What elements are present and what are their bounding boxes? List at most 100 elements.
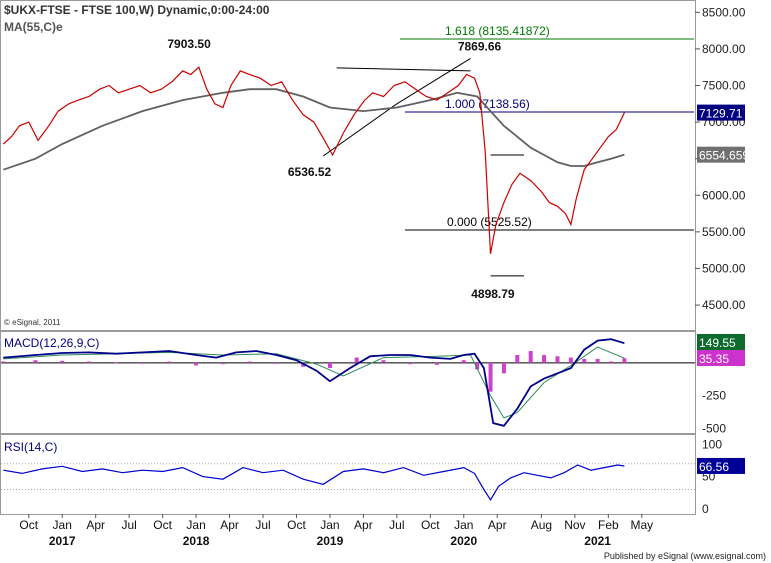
macd-histogram-bar [515,354,520,363]
x-tick-label: Aug [531,518,552,532]
macd-histogram-bar [354,357,359,363]
copyright-label: © eSignal, 2011 [4,318,61,327]
x-year-label: 2020 [450,534,477,548]
ma-label: MA(55,C)e [4,20,63,34]
signal-value-label-bg [697,350,745,366]
x-tick-label: Jan [454,518,473,532]
price-ytick-label: 6000.00 [702,188,746,202]
price-ytick-label: 8000.00 [702,42,746,56]
macd-histogram-bar [622,358,627,363]
macd-histogram-bar [609,361,614,363]
annotation-label: 7903.50 [167,37,211,51]
signal-value-label: 35.35 [699,352,729,366]
x-tick-label: Oct [287,518,306,532]
macd-ytick-label: -500 [702,421,726,435]
fib-label: 1.000 (7138.56) [445,97,530,111]
macd-histogram-bar [435,362,440,365]
macd-value-label-bg [697,334,745,350]
macd-histogram-bar [140,362,145,364]
last-price-label-bg [697,104,745,121]
macd-histogram-bar [247,361,252,363]
macd-histogram-bar [475,362,480,370]
x-year-label: 2018 [183,534,210,548]
price-panel-frame [0,0,696,331]
macd-signal-line [3,346,625,419]
macd-histogram-bar [1,361,6,363]
x-tick-label: Oct [421,518,440,532]
rsi-panel-frame [0,434,696,515]
publisher-label: Published by eSignal (www.esignal.com) [604,551,766,561]
x-tick-label: Jul [389,518,404,532]
ma-value-label-bg [697,146,745,163]
macd-histogram-bar [408,362,413,365]
macd-histogram-bar [194,362,199,366]
x-tick-label: Apr [354,518,373,532]
x-tick-label: Jan [320,518,339,532]
macd-histogram-bar [595,358,600,363]
price-panel: 4500.005000.005500.006000.006500.007000.… [2,5,763,312]
x-tick-label: Nov [564,518,585,532]
x-year-label: 2021 [584,534,611,548]
rsi-value-label: 66.56 [699,460,729,474]
macd-histogram-bar [542,354,547,363]
annotation-label: 4898.79 [471,287,515,301]
x-tick-label: Oct [19,518,38,532]
x-tick-label: Jan [53,518,72,532]
x-year-label: 2019 [317,534,344,548]
macd-histogram-bar [555,356,560,363]
x-tick-label: Oct [153,518,172,532]
ma-line [3,88,625,171]
x-tick-label: Apr [220,518,239,532]
rsi-line [3,464,625,501]
macd-panel-frame [0,331,696,434]
macd-panel: -250 -500 149.55 35.35 [1,334,745,435]
macd-label: MACD(12,26,9,C) [4,336,99,350]
price-ytick-label: 7500.00 [702,79,746,93]
annotation-label: 7869.66 [458,39,502,53]
rsi-ytick-label: 0 [702,502,709,516]
macd-histogram-bar [528,351,533,363]
macd-histogram-bar [220,362,225,365]
price-ytick-label: 5000.00 [702,261,746,275]
rsi-label: RSI(14,C) [4,440,57,454]
x-tick-label: Apr [488,518,507,532]
macd-histogram-bar [568,357,573,363]
x-tick-label: Jul [121,518,136,532]
macd-histogram-bar [113,362,118,364]
macd-value-label: 149.55 [699,336,736,350]
trendline [322,57,471,157]
price-ytick-label: 8500.00 [702,5,746,19]
macd-histogram-bar [582,358,587,363]
macd-histogram-bar [167,361,172,363]
macd-histogram-bar [274,362,279,364]
macd-histogram-bar [501,362,506,374]
macd-line [3,338,625,427]
price-line [2,66,625,254]
rsi-value-label-bg [697,457,745,474]
macd-histogram-bar [461,360,466,363]
macd-histogram-bar [60,360,65,363]
chart-title: $UKX-FTSE - FTSE 100,W) Dynamic,0:00-24:… [4,3,270,17]
macd-histogram-bar [87,361,92,363]
price-ytick-label: 5500.00 [702,225,746,239]
macd-histogram-bar [488,362,493,392]
x-tick-label: Apr [86,518,105,532]
x-tick-label: Feb [598,518,619,532]
macd-histogram-bar [327,362,332,369]
x-tick-label: May [630,518,653,532]
macd-histogram-bar [33,360,38,363]
trendline-top [336,67,471,72]
ma-value-label: 6554.65933 [699,149,763,163]
macd-histogram-bar [381,360,386,363]
fib-label: 1.618 (8135.41872) [445,24,550,38]
x-axis: Oct Jan Apr Jul Oct Jan Apr Jul Oct Jan Apr Jul Oct J… [19,514,653,548]
price-ytick-label: 4500.00 [702,298,746,312]
macd-histogram-bar [301,362,306,367]
macd-ytick-label: -250 [702,389,726,403]
x-tick-label: Jul [255,518,270,532]
annotation-label: 6536.52 [288,165,332,179]
rsi-ytick-label: 100 [702,437,722,451]
x-tick-label: Jan [186,518,205,532]
